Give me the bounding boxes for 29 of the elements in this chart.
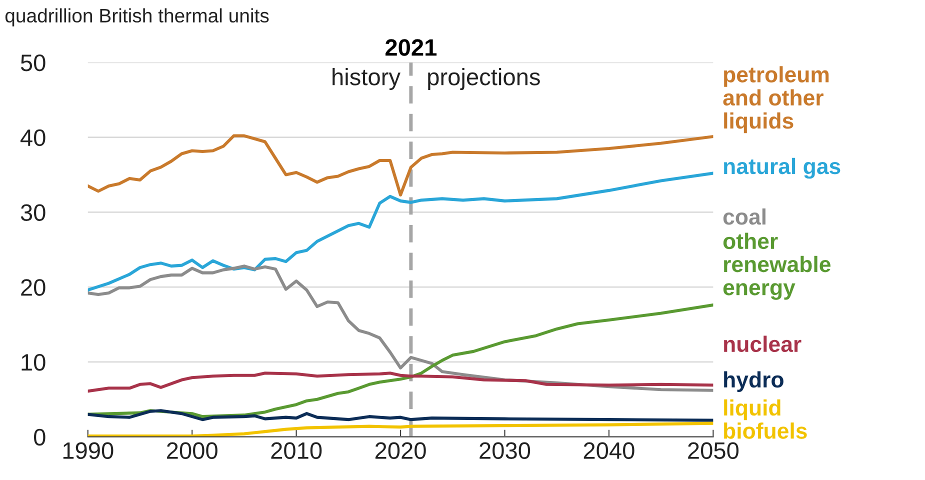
text: coal [723, 208, 766, 225]
x-tick-label: 2030 [480, 442, 530, 460]
line-series [88, 409, 714, 422]
line-series [88, 422, 714, 437]
series-label: liquid biofuels [724, 399, 807, 439]
line-series [88, 372, 714, 393]
annotation: projections [428, 68, 540, 90]
y-tick-label: 20 [21, 279, 46, 296]
y-tick-label: 50 [20, 54, 46, 72]
x-tick-label: 2050 [688, 442, 739, 460]
line-series [88, 172, 714, 292]
annotation: history [332, 68, 400, 90]
series-label: petroleum and other liquids [723, 66, 829, 134]
x-tick-label: 2010 [271, 442, 322, 460]
x-tick-label: 2020 [375, 442, 426, 460]
series-label: other renewable energy [723, 232, 830, 300]
y-tick-label: 10 [22, 354, 46, 371]
ref-line-label: 2021 [386, 39, 437, 56]
y-tick-label: 0 [34, 428, 46, 446]
x-tick-label: 2000 [167, 442, 218, 460]
y-axis-title: quadrillion British thermal units [5, 8, 269, 26]
x-tick-label: 2040 [584, 442, 634, 460]
series-label: natural gas [724, 158, 840, 179]
x-tick-label: 1990 [63, 442, 114, 460]
series-label: hydro [724, 371, 784, 392]
series-label: nuclear [724, 336, 802, 352]
y-tick-label: 30 [20, 204, 46, 221]
line-series [88, 134, 714, 196]
y-tick-label: 40 [20, 129, 46, 146]
